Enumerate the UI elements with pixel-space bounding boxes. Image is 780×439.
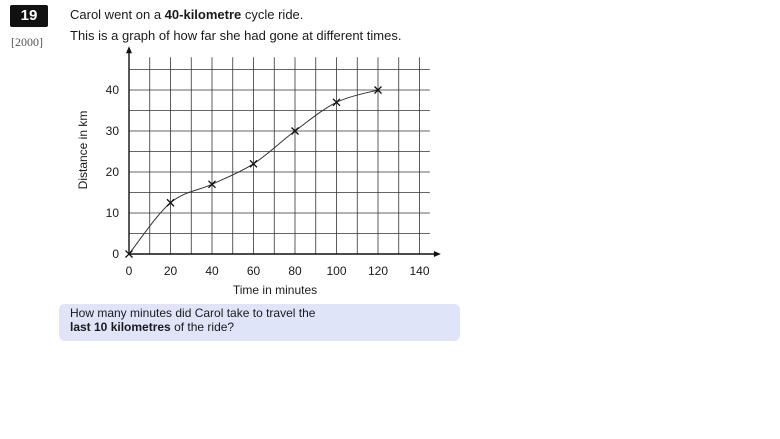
chart-grid [129,57,430,254]
question-prompt-box [59,304,460,341]
intro-text-bold: 40-kilometre [164,7,242,22]
question-intro: Carol went on a 40-kilometre cycle ride. [70,7,303,22]
prompt-end-text: of the ride? [170,320,235,334]
data-point-marker [249,159,258,168]
data-point-marker [332,98,341,107]
data-point-marker [166,198,175,207]
intro-text-end: cycle ride. [241,7,304,22]
x-tick-label: 60 [247,264,261,278]
x-tick-label: 80 [288,264,302,278]
y-tick-label: 0 [112,247,119,261]
question-year: [2000] [11,35,43,49]
y-tick-label: 10 [106,206,120,220]
x-tick-label: 120 [368,264,388,278]
data-point-marker [291,127,299,135]
y-tick-label: 30 [106,124,120,138]
chart-tick-labels: 0 20 40 60 80 100 120 140 0 10 20 30 40 [106,83,430,278]
graph-intro: This is a graph of how far she had gone … [70,28,402,43]
chart-axes [126,46,441,257]
x-tick-label: 100 [326,264,346,278]
data-point-marker [374,86,382,94]
prompt-bold-text: last 10 kilometres [70,320,171,334]
x-tick-label: 0 [126,264,133,278]
question-number-badge: 19 [10,5,48,27]
x-tick-label: 40 [205,264,219,278]
x-tick-label: 20 [164,264,178,278]
question-prompt-line-2: last 10 kilometres of the ride? [70,320,234,334]
data-point-marker [125,250,133,258]
x-tick-label: 140 [409,264,429,278]
y-tick-label: 20 [106,165,120,179]
intro-text-start: Carol went on a [70,7,165,22]
question-prompt-line-1: How many minutes did Carol take to trave… [70,306,316,320]
y-axis-label: Distance in km [76,111,90,190]
y-axis-arrow [126,46,132,54]
x-axis-arrow [433,251,441,257]
x-axis-label: Time in minutes [233,283,317,297]
data-point-marker [208,180,216,189]
y-tick-label: 40 [106,83,120,97]
chart-series [125,86,382,258]
